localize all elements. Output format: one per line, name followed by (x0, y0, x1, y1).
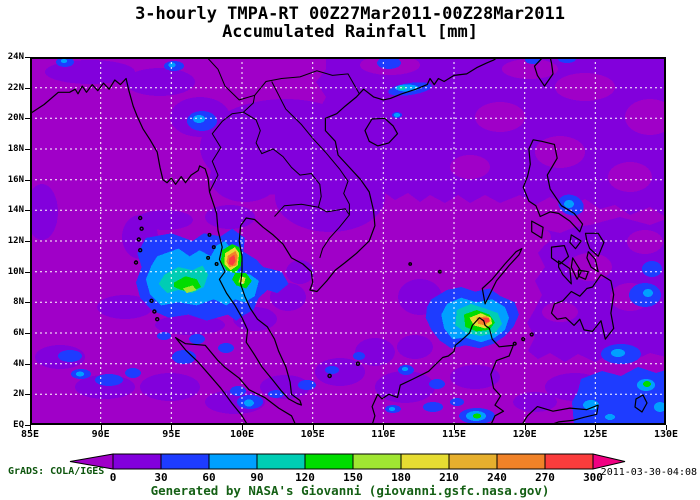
colorbar-tick-210: 210 (439, 471, 459, 484)
lat-label-22N: 22N (7, 82, 24, 93)
colorbar-tick-120: 120 (295, 471, 315, 484)
lat-label-4N: 4N (13, 358, 24, 369)
lon-label-100E: 100E (229, 429, 255, 440)
lat-tick (25, 271, 30, 273)
lon-tick (595, 425, 597, 430)
lon-tick (454, 425, 455, 430)
lat-label-8N: 8N (13, 297, 24, 308)
country-borders (206, 56, 360, 259)
colorbar-tick-60: 60 (202, 471, 215, 484)
colorbar-tick-180: 180 (391, 471, 411, 484)
colorbar-segment-0 (112, 453, 162, 470)
lat-label-24N: 24N (7, 52, 24, 62)
lat-label-20N: 20N (7, 113, 24, 124)
lat-tick (25, 425, 30, 426)
rainfall-map (26, 55, 675, 426)
lat-tick (25, 149, 30, 150)
lon-tick (30, 425, 31, 430)
lat-label-10N: 10N (7, 266, 24, 277)
colorbar-tick-240: 240 (487, 471, 507, 484)
lon-tick (312, 425, 314, 430)
giovanni-credit-line: Generated by NASA's Giovanni (giovanni.g… (150, 483, 550, 498)
colorbar-segment-4 (304, 453, 354, 470)
lon-tick (524, 425, 526, 430)
colorbar-above-max-arrow (592, 453, 626, 470)
colorbar-segment-6 (400, 453, 450, 470)
lon-label-115E: 115E (441, 429, 467, 440)
lon-label-120E: 120E (512, 429, 537, 440)
lon-label-90E: 90E (91, 429, 110, 440)
lat-tick (25, 302, 30, 304)
plot-title-line2: Accumulated Rainfall [mm] (222, 22, 478, 42)
colorbar-tick-150: 150 (343, 471, 363, 484)
lon-label-130E: 130E (653, 429, 679, 440)
lon-tick (100, 425, 102, 430)
colorbar-segment-5 (352, 453, 402, 470)
lat-label-12N: 12N (7, 236, 24, 246)
lon-label-125E: 125E (583, 429, 608, 440)
lon-tick (242, 425, 243, 430)
lat-tick (25, 333, 30, 334)
lat-tick (25, 363, 30, 365)
rain-patches-0-30mm (26, 57, 666, 414)
colorbar-tick-0: 0 (110, 471, 117, 484)
grads-stamp: GrADS: COLA/IGES (8, 466, 105, 477)
plot-title-line1: 3-hourly TMPA-RT 00Z27Mar2011-00Z28Mar20… (135, 4, 565, 24)
lat-label-2N: 2N (13, 389, 24, 400)
colorbar-segment-3 (256, 453, 306, 470)
lon-tick (666, 425, 667, 430)
lat-tick (25, 57, 30, 58)
generation-timestamp: 2011-03-30-04:08 (600, 467, 697, 478)
lat-label-16N: 16N (7, 174, 24, 185)
lat-label-18N: 18N (7, 144, 24, 154)
lon-label-110E: 110E (371, 429, 396, 440)
colorbar-segment-2 (208, 453, 258, 470)
colorbar-segment-8 (496, 453, 546, 470)
colorbar-tick-30: 30 (154, 471, 167, 484)
lat-tick (25, 241, 30, 242)
lat-tick (25, 394, 30, 396)
lat-tick (25, 210, 30, 212)
small-islands (133, 215, 534, 379)
rainfall-colorbar: 0 30 60 90 120 150 180 210 240 270 300 (69, 453, 626, 484)
colorbar-tick-90: 90 (250, 471, 263, 484)
colorbar-segment-9 (544, 453, 594, 470)
lon-tick (383, 425, 385, 430)
map-area (26, 55, 675, 426)
coastlines (29, 56, 648, 426)
map-border (30, 57, 666, 425)
lat-tick (25, 179, 30, 181)
lat-tick (25, 118, 30, 120)
lat-label-6N: 6N (13, 328, 24, 338)
lat-label-14N: 14N (7, 205, 24, 216)
colorbar-segment-1 (160, 453, 210, 470)
lat-tick (25, 87, 30, 89)
colorbar-tick-300: 300 (583, 471, 603, 484)
colorbar-segment-7 (448, 453, 498, 470)
lon-tick (171, 425, 173, 430)
colorbar-tick-270: 270 (535, 471, 555, 484)
lat-label-EQ: EQ (13, 420, 24, 430)
lon-label-85E: 85E (20, 429, 40, 440)
lon-label-95E: 95E (162, 429, 181, 440)
lon-label-105E: 105E (300, 429, 325, 440)
